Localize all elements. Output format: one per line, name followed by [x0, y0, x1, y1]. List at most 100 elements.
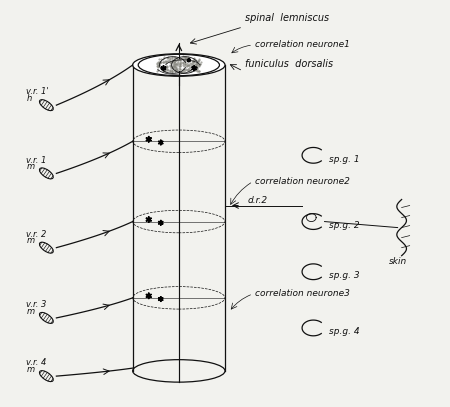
Point [179, 69, 186, 75]
Point [164, 59, 171, 66]
Point [188, 62, 195, 68]
Point [187, 63, 194, 70]
Point [163, 58, 171, 64]
Point [185, 57, 192, 63]
Point [196, 62, 203, 68]
Point [191, 64, 198, 71]
Point [159, 57, 166, 63]
Polygon shape [192, 66, 197, 71]
Point [172, 55, 179, 61]
Point [171, 55, 178, 61]
Point [178, 63, 185, 70]
Point [178, 57, 185, 63]
Point [182, 60, 189, 66]
Point [158, 66, 166, 72]
Point [196, 61, 203, 68]
Point [160, 66, 167, 73]
Text: correlation neurone2: correlation neurone2 [255, 177, 350, 186]
Point [155, 61, 162, 67]
Point [189, 57, 196, 64]
Point [171, 63, 178, 69]
Point [170, 67, 177, 73]
Point [182, 65, 189, 71]
Point [169, 62, 176, 68]
Polygon shape [146, 217, 152, 223]
Text: m: m [26, 162, 34, 171]
Point [162, 56, 169, 63]
Point [162, 55, 170, 61]
Point [188, 58, 195, 65]
Point [185, 58, 192, 64]
Text: correlation neurone1: correlation neurone1 [255, 40, 350, 49]
Point [169, 63, 176, 70]
Point [191, 59, 198, 66]
Text: spinal  lemniscus: spinal lemniscus [245, 13, 329, 23]
Point [179, 56, 186, 62]
Point [166, 67, 173, 73]
Point [153, 68, 161, 74]
Point [195, 57, 203, 64]
Point [180, 64, 187, 71]
Point [162, 55, 169, 62]
Point [184, 55, 191, 61]
Point [174, 55, 181, 61]
Point [181, 64, 188, 70]
Point [170, 63, 177, 70]
Point [167, 55, 175, 61]
Point [180, 53, 188, 60]
Point [170, 60, 177, 66]
Point [190, 57, 197, 63]
Point [197, 67, 204, 73]
Point [163, 58, 170, 65]
Point [187, 68, 194, 74]
Point [161, 61, 168, 68]
Point [173, 63, 180, 70]
Point [167, 57, 174, 63]
Point [179, 57, 186, 64]
Point [163, 66, 171, 72]
Ellipse shape [40, 168, 53, 179]
Point [172, 59, 179, 66]
Point [182, 65, 189, 72]
Point [157, 62, 164, 68]
Text: v.r. 1: v.r. 1 [26, 155, 47, 164]
Point [181, 62, 189, 68]
Point [191, 62, 198, 68]
Point [173, 64, 180, 70]
Point [186, 57, 193, 64]
Point [165, 64, 172, 71]
Point [190, 61, 197, 68]
Point [169, 66, 176, 72]
Point [187, 64, 194, 71]
Point [160, 59, 167, 66]
Point [195, 61, 203, 68]
Point [171, 66, 179, 73]
Text: m: m [26, 365, 34, 374]
Point [189, 56, 196, 62]
Point [161, 53, 168, 60]
Point [175, 57, 182, 64]
Text: v.r. 2: v.r. 2 [26, 230, 47, 239]
Point [197, 56, 204, 63]
Point [166, 61, 174, 68]
Point [155, 60, 162, 66]
Point [185, 61, 192, 68]
Point [173, 55, 180, 61]
Point [194, 59, 202, 65]
Point [185, 57, 192, 63]
Point [166, 61, 173, 67]
Point [176, 58, 183, 65]
Point [170, 61, 177, 68]
Point [180, 59, 188, 66]
Point [166, 62, 173, 69]
Point [189, 58, 196, 64]
Point [180, 59, 187, 66]
Ellipse shape [40, 313, 53, 324]
Point [158, 63, 165, 70]
Point [197, 58, 204, 65]
Ellipse shape [40, 371, 53, 382]
Point [154, 61, 162, 68]
Point [159, 56, 166, 62]
Point [171, 57, 179, 63]
Point [183, 57, 190, 64]
